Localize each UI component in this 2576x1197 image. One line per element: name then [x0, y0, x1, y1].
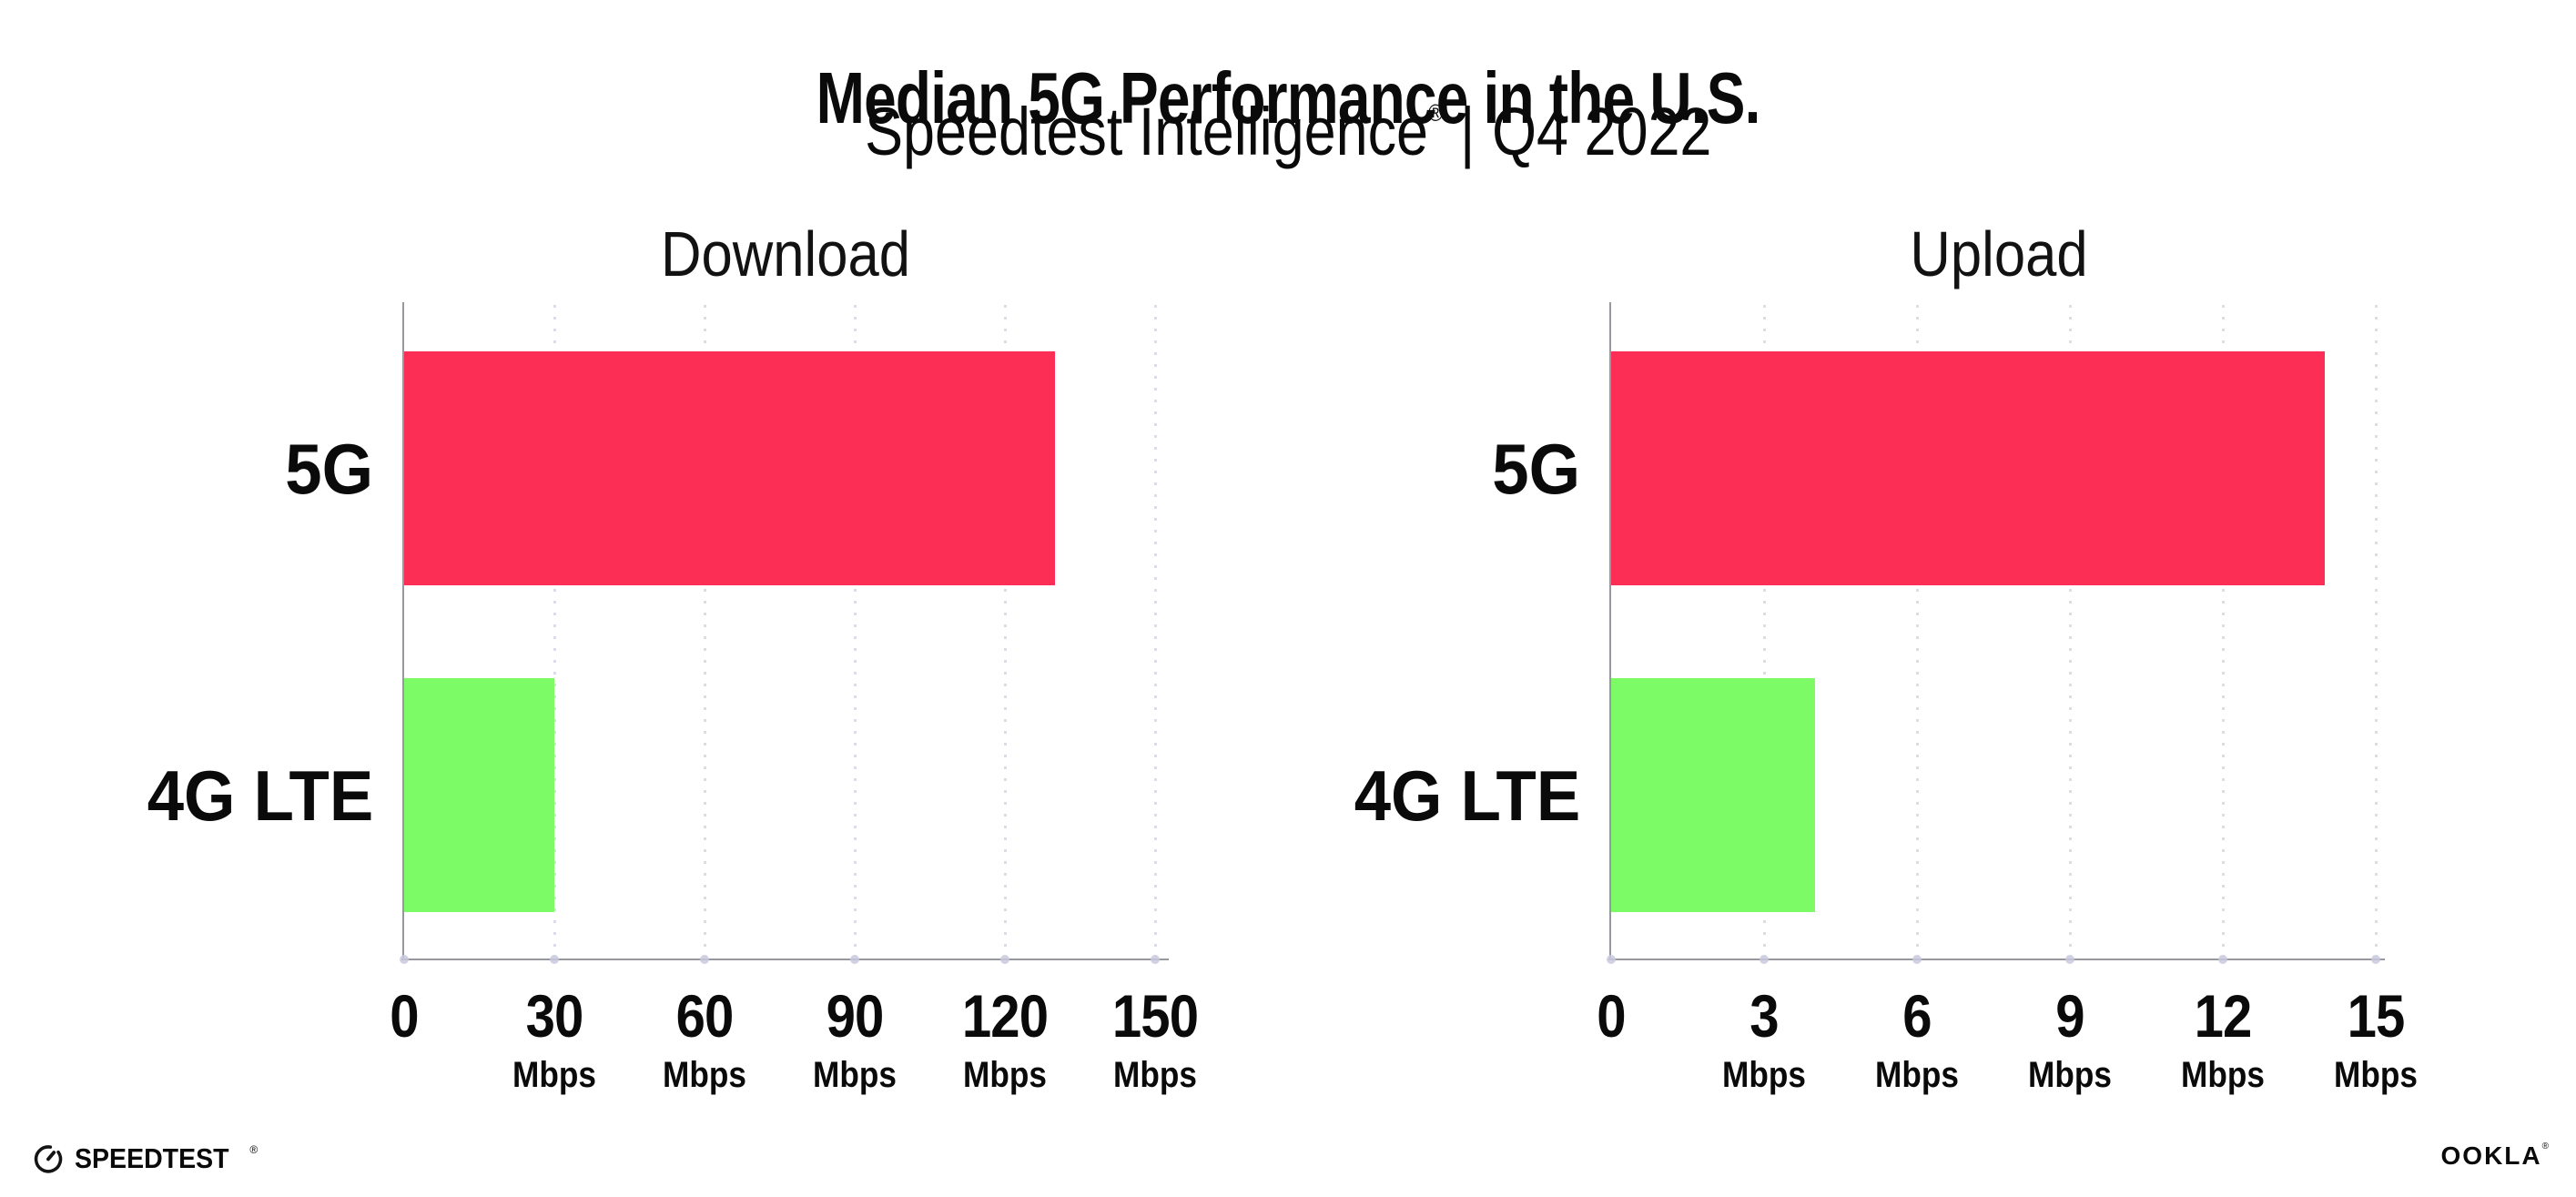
upload-x-axis: 0 3 Mbps 6 Mbps 9 Mbps 12 Mbps 15 Mbps [1597, 986, 2418, 1106]
tick-dot-3 [1760, 955, 1769, 964]
tick-dot-150 [1151, 955, 1160, 964]
x-tick-label-6: 6 Mbps [1870, 986, 1964, 1093]
page-subtitle: Speedtest Intelligence® | Q4 2022 [0, 93, 2576, 170]
gridline-90 [854, 305, 857, 957]
x-tick-label-15: 15 Mbps [2328, 986, 2423, 1093]
x-tick-label-120: 120 Mbps [956, 986, 1053, 1093]
x-tick-value: 9 [2055, 982, 2084, 1050]
download-plot-area: 5G 4G LTE [147, 302, 1169, 964]
y-axis-line [402, 302, 404, 959]
bar-4g-lte-upload [1611, 678, 1815, 912]
tick-dot-6 [1912, 955, 1922, 964]
gridline-12 [2222, 305, 2225, 957]
x-tick-value: 90 [826, 982, 885, 1050]
tick-dot-12 [2218, 955, 2227, 964]
gridline-30 [553, 305, 556, 957]
y-axis-line [1609, 302, 1611, 959]
x-tick-unit: Mbps [813, 1055, 897, 1095]
ookla-logo: OOKLA ® [2440, 1141, 2549, 1170]
x-tick-label-0: 0 [388, 986, 421, 1046]
gridline-6 [1916, 305, 1919, 957]
x-tick-unit: Mbps [512, 1055, 596, 1095]
speedtest-logo: SPEEDTEST ® [33, 1138, 261, 1178]
tick-dot-90 [850, 955, 859, 964]
x-tick-label-150: 150 Mbps [1106, 986, 1203, 1093]
x-tick-label-3: 3 Mbps [1717, 986, 1811, 1093]
x-axis-line [1608, 959, 2385, 960]
tick-dot-15 [2371, 955, 2380, 964]
bar-5g-download [404, 351, 1055, 585]
x-tick-value: 15 [2347, 982, 2406, 1050]
subtitle-brand: Speedtest Intelligence [864, 94, 1428, 169]
x-tick-value: 120 [961, 982, 1049, 1050]
x-tick-value: 12 [2194, 982, 2253, 1050]
gridline-60 [704, 305, 706, 957]
x-tick-label-0: 0 [1595, 986, 1628, 1046]
x-tick-unit: Mbps [1875, 1055, 1959, 1095]
x-tick-unit: Mbps [1113, 1055, 1197, 1095]
x-axis-line [401, 959, 1169, 960]
tick-dot-60 [700, 955, 709, 964]
tick-dot-30 [550, 955, 559, 964]
page-title: Median 5G Performance in the U.S. [0, 56, 2576, 138]
x-tick-value: 3 [1749, 982, 1779, 1050]
ookla-wordmark: OOKLA [2440, 1141, 2542, 1170]
x-tick-value: 6 [1902, 982, 1932, 1050]
x-tick-value: 0 [1597, 982, 1626, 1050]
ookla-trademark-symbol: ® [2541, 1141, 2549, 1151]
gridline-9 [2069, 305, 2072, 957]
registered-trademark-symbol: ® [1427, 99, 1444, 127]
x-tick-unit: Mbps [663, 1055, 746, 1095]
bar-4g-lte-download [404, 678, 554, 912]
x-tick-label-90: 90 Mbps [807, 986, 902, 1093]
subtitle-separator: | [1459, 94, 1476, 169]
tick-dot-120 [1000, 955, 1009, 964]
x-tick-unit: Mbps [2028, 1055, 2112, 1095]
gridline-15 [2375, 305, 2378, 957]
x-tick-label-60: 60 Mbps [657, 986, 752, 1093]
tick-dot-0 [400, 955, 409, 964]
x-tick-value: 150 [1111, 982, 1199, 1050]
category-label-4g-lte: 4G LTE [147, 755, 373, 836]
upload-plot-area: 5G 4G LTE [1354, 302, 2385, 964]
subtitle-text: Speedtest Intelligence® | Q4 2022 [865, 93, 1711, 170]
speedtest-wordmark: SPEEDTEST [75, 1141, 229, 1174]
x-tick-label-30: 30 Mbps [507, 986, 602, 1093]
x-tick-value: 60 [675, 982, 735, 1050]
gridline-3 [1763, 305, 1766, 957]
x-tick-unit: Mbps [2334, 1055, 2418, 1095]
page-title-text: Median 5G Performance in the U.S. [816, 56, 1761, 138]
download-x-axis: 0 30 Mbps 60 Mbps 90 Mbps 120 Mbps 150 Mbps [390, 986, 1199, 1106]
speedtest-gauge-icon [34, 1145, 63, 1173]
category-label-5g: 5G [285, 428, 373, 509]
speedtest-trademark-symbol: ® [249, 1143, 259, 1156]
x-tick-label-12: 12 Mbps [2175, 986, 2270, 1093]
tick-dot-9 [2065, 955, 2074, 964]
x-tick-unit: Mbps [963, 1055, 1047, 1095]
gridline-150 [1154, 305, 1157, 957]
x-tick-value: 0 [390, 982, 419, 1050]
upload-chart-title: Upload [1910, 218, 2088, 289]
x-tick-unit: Mbps [2181, 1055, 2265, 1095]
gridline-120 [1004, 305, 1007, 957]
tick-dot-0 [1607, 955, 1616, 964]
download-chart-title: Download [661, 218, 910, 289]
x-tick-label-9: 9 Mbps [2023, 986, 2117, 1093]
category-label-5g: 5G [1492, 428, 1580, 509]
x-tick-unit: Mbps [1722, 1055, 1806, 1095]
bar-5g-upload [1611, 351, 2325, 585]
category-label-4g-lte: 4G LTE [1354, 755, 1580, 836]
subtitle-period: Q4 2022 [1491, 94, 1712, 169]
x-tick-value: 30 [525, 982, 584, 1050]
